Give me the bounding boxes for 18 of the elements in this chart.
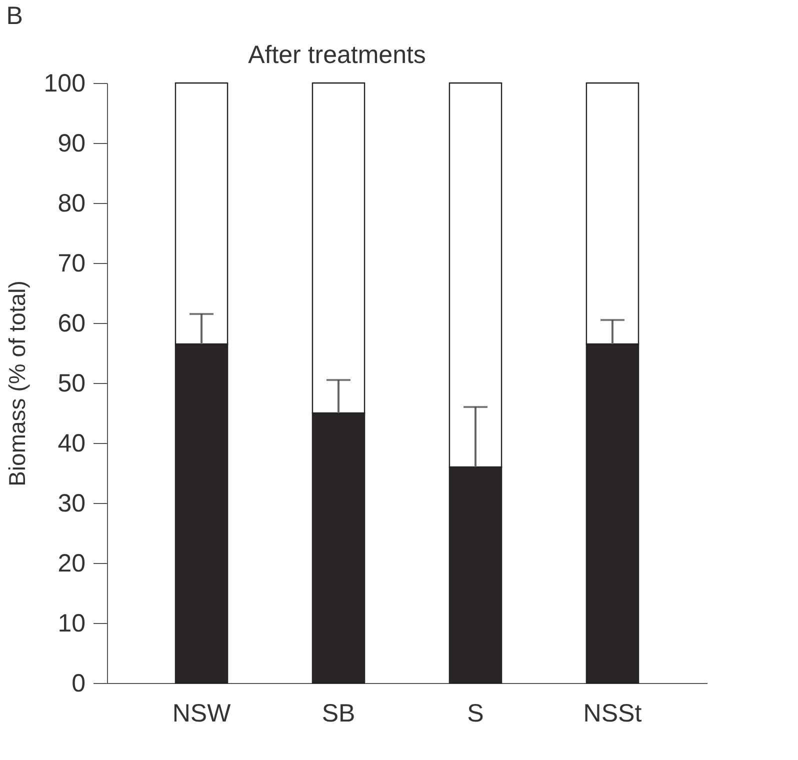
x-tick-label: NSSt [583, 700, 642, 728]
chart-title: After treatments [248, 41, 426, 69]
y-tick-label: 60 [58, 310, 86, 338]
y-tick-label: 80 [58, 190, 86, 218]
y-tick-label: 50 [58, 370, 86, 398]
x-tick-label: NSW [172, 700, 232, 728]
y-tick-label: 70 [58, 250, 86, 278]
y-tick-label: 90 [58, 130, 86, 158]
x-tick-label: SB [322, 700, 356, 728]
y-tick-label: 20 [58, 550, 86, 578]
y-axis-title: Biomass (% of total) [4, 280, 30, 486]
y-tick-label: 40 [58, 430, 86, 458]
y-tick-label: 30 [58, 490, 86, 518]
y-tick-label: 10 [58, 610, 86, 638]
y-tick-label: 0 [72, 670, 86, 698]
text: B [6, 2, 23, 30]
x-tick-label: S [467, 700, 484, 728]
y-tick-label: 100 [44, 70, 86, 98]
